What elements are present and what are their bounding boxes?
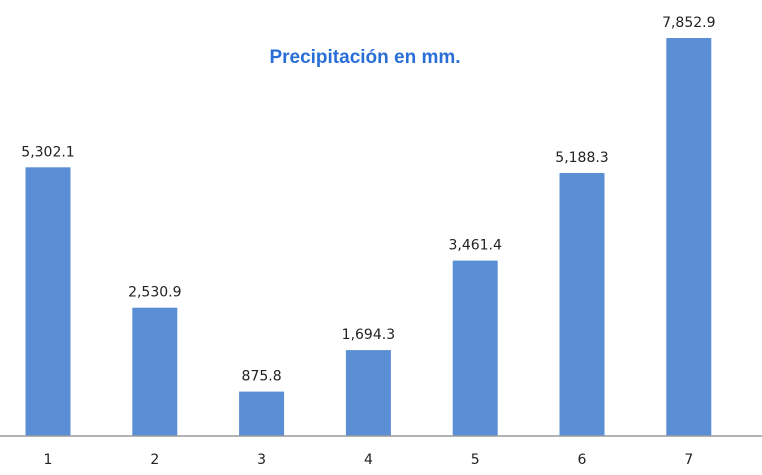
x-tick-labels-group: 1 2 3 4 5 6 7 [44,452,694,468]
bar-2 [132,307,178,436]
x-tick-label-7: 7 [684,452,693,468]
chart-title: Precipitación en mm. [269,47,460,68]
x-tick-label-5: 5 [471,452,480,468]
x-tick-label-6: 6 [578,452,587,468]
data-label-2: 2,530.9 [128,285,181,301]
data-label-1: 5,302.1 [21,144,74,160]
data-label-5: 3,461.4 [448,238,502,254]
bar-3 [239,391,285,436]
x-tick-label-3: 3 [257,452,266,468]
bar-4 [345,350,391,436]
bar-5 [452,260,498,436]
x-tick-label-4: 4 [364,452,373,468]
x-tick-label-1: 1 [44,452,53,468]
x-tick-label-2: 2 [150,452,159,468]
data-label-6: 5,188.3 [555,150,608,166]
data-labels-group: 5,302.1 2,530.9 875.8 1,694.3 3,461.4 5,188.3… [21,15,715,385]
bars-group [25,38,712,437]
data-label-7: 7,852.9 [662,15,715,31]
bar-7 [666,38,712,436]
data-label-3: 875.8 [242,369,282,385]
data-label-4: 1,694.3 [342,327,395,343]
bar-1 [25,167,71,437]
bar-6 [559,173,605,436]
